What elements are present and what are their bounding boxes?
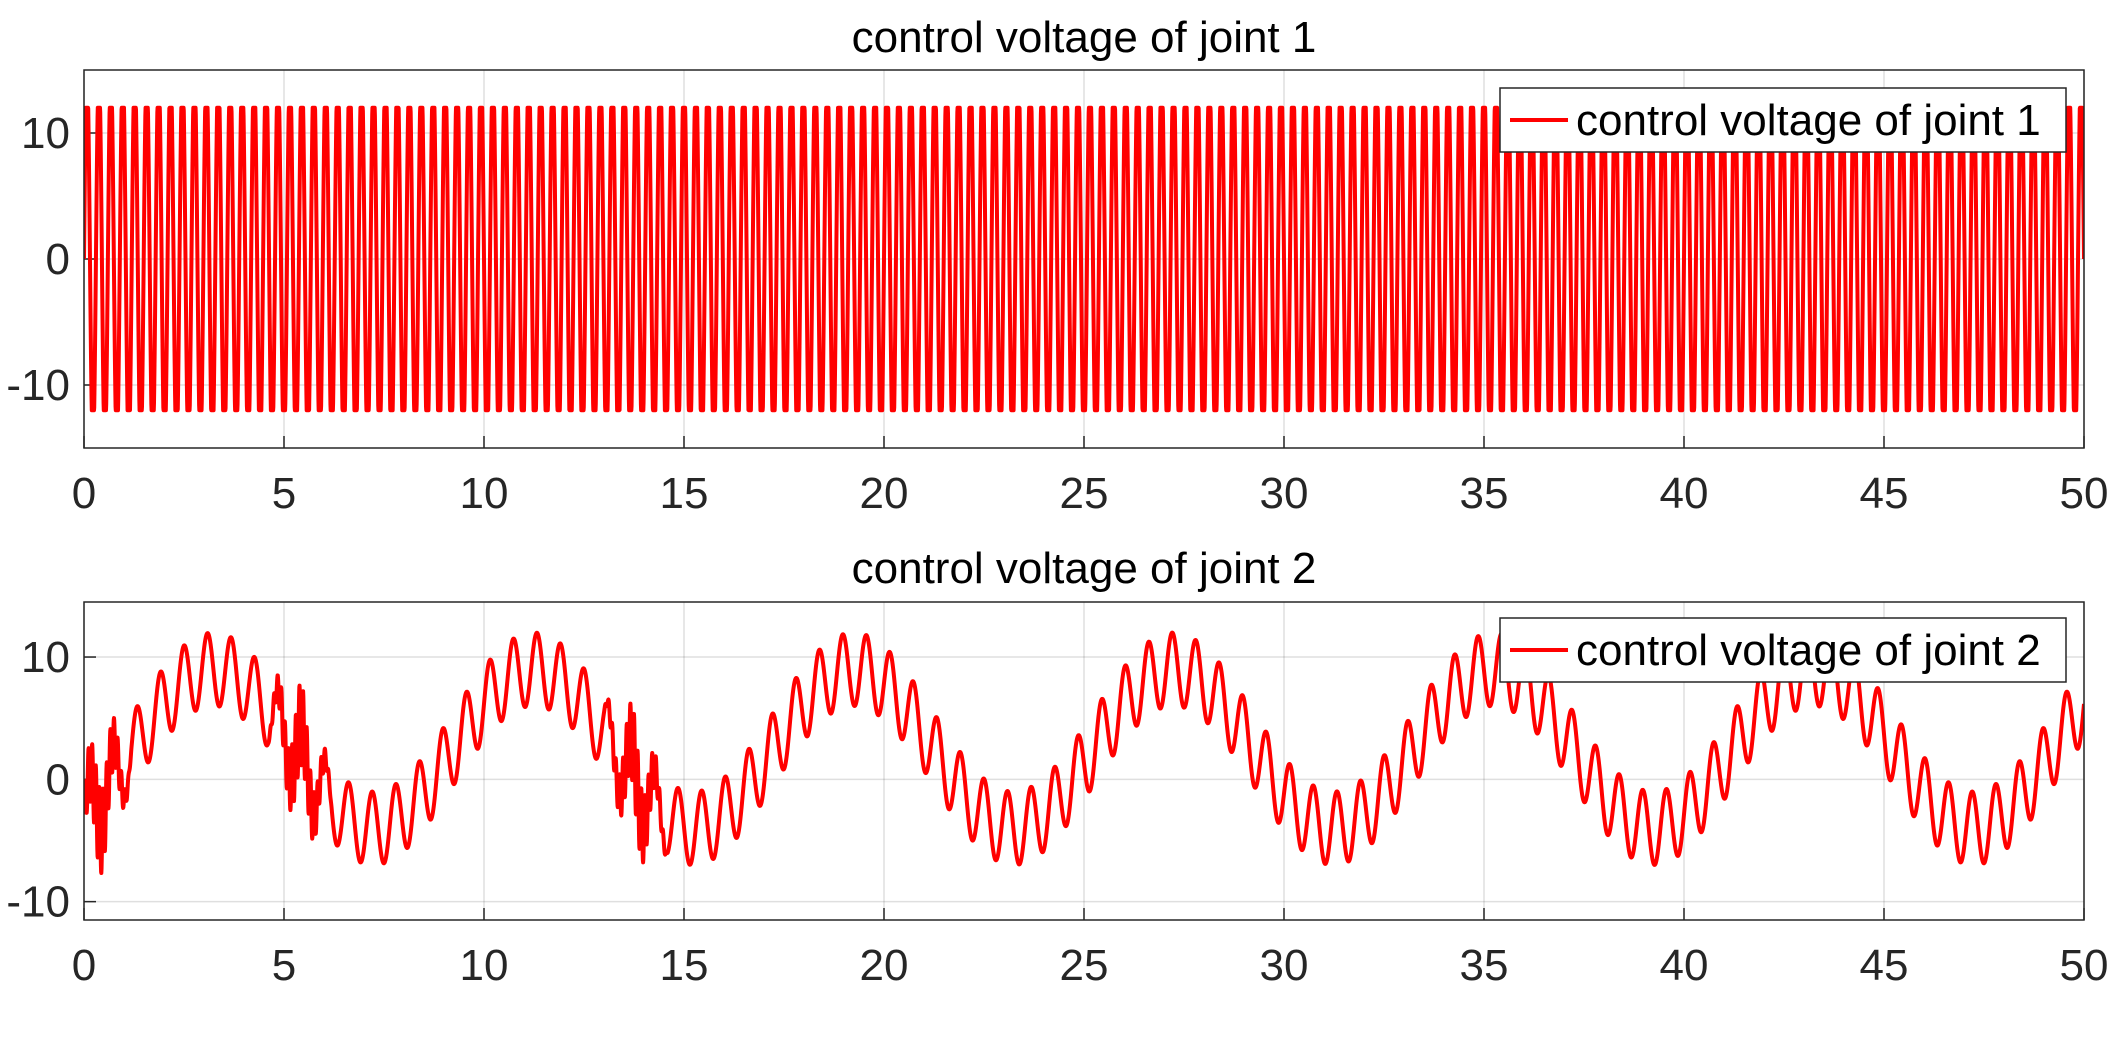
x-tick-label: 10	[460, 941, 509, 990]
x-tick-label: 30	[1260, 469, 1309, 518]
y-tick-label: 0	[46, 755, 70, 804]
x-tick-label: 0	[72, 941, 96, 990]
x-tick-label: 0	[72, 469, 96, 518]
x-tick-label: 10	[460, 469, 509, 518]
subplot-2-title: control voltage of joint 2	[852, 544, 1317, 593]
subplot-joint-1: control voltage of joint 1 0 5 10 15 20 25 30 3…	[6, 13, 2108, 518]
x-tick-label: 40	[1660, 469, 1709, 518]
subplot-2-legend: control voltage of joint 2	[1499, 617, 2067, 683]
x-tick-label: 15	[660, 941, 709, 990]
x-tick-label: 50	[2060, 469, 2109, 518]
subplot-joint-2: control voltage of joint 2 0 5 10 15 20 25 30 3…	[6, 544, 2108, 990]
x-tick-label: 5	[272, 941, 296, 990]
subplot-1-legend-label: control voltage of joint 1	[1576, 96, 2041, 145]
subplot-2-axes-box	[83, 601, 2085, 921]
x-tick-label: 20	[860, 941, 909, 990]
x-tick-label: 25	[1060, 469, 1109, 518]
subplot-1-x-tick-labels: 0 5 10 15 20 25 30 35 40 45 50	[72, 469, 2109, 518]
series-line-joint-2	[84, 630, 2084, 875]
y-tick-label: 0	[46, 235, 70, 284]
x-tick-label: 50	[2060, 941, 2109, 990]
x-tick-label: 20	[860, 469, 909, 518]
x-tick-label: 15	[660, 469, 709, 518]
x-tick-label: 35	[1460, 469, 1509, 518]
subplot-1-axes-box	[83, 69, 2085, 449]
subplot-1-legend: control voltage of joint 1	[1499, 87, 2067, 153]
subplot-2-x-tick-labels: 0 5 10 15 20 25 30 35 40 45 50	[72, 941, 2109, 990]
subplot-2-legend-box	[1499, 617, 2067, 683]
x-tick-label: 25	[1060, 941, 1109, 990]
subplot-2-legend-label: control voltage of joint 2	[1576, 626, 2041, 675]
y-tick-label: 10	[21, 109, 70, 158]
series-line-joint-1	[84, 105, 2084, 413]
y-tick-label: -10	[6, 878, 70, 927]
x-tick-label: 40	[1660, 941, 1709, 990]
x-tick-label: 45	[1860, 941, 1909, 990]
x-tick-label: 35	[1460, 941, 1509, 990]
subplot-1-title: control voltage of joint 1	[852, 13, 1317, 62]
y-tick-label: -10	[6, 361, 70, 410]
subplot-2-y-tick-labels: -10 0 10	[6, 633, 70, 927]
subplot-1-legend-box	[1499, 87, 2067, 153]
x-tick-label: 5	[272, 469, 296, 518]
y-tick-label: 10	[21, 633, 70, 682]
x-tick-label: 30	[1260, 941, 1309, 990]
x-tick-label: 45	[1860, 469, 1909, 518]
subplot-1-y-tick-labels: -10 0 10	[6, 109, 70, 410]
